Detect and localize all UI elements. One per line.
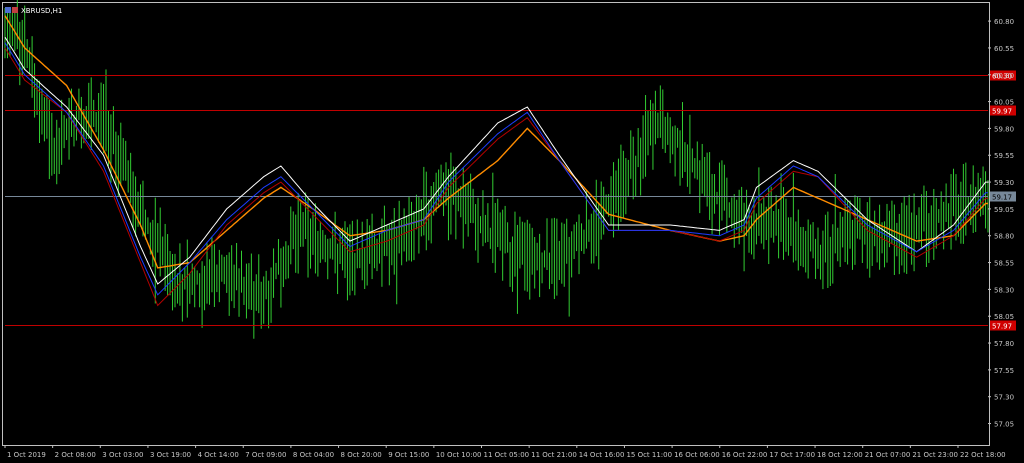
x-tick-label: 9 Oct 15:00 <box>388 451 429 459</box>
x-tick-label: 3 Oct 03:00 <box>102 451 143 459</box>
x-tick-label: 11 Oct 05:00 <box>484 451 530 459</box>
level-label: 60.30 <box>992 73 1012 81</box>
current-price-label: 59.17 <box>992 194 1012 202</box>
y-tick-label: 59.30 <box>994 179 1014 187</box>
y-tick-label: 60.80 <box>994 18 1014 26</box>
x-tick-label: 1 Oct 2019 <box>7 451 46 459</box>
level-lines: 60.30 59.97 57.97 59.17 <box>5 70 1016 331</box>
x-tick-label: 18 Oct 12:00 <box>817 451 863 459</box>
x-tick-label: 11 Oct 21:00 <box>531 451 577 459</box>
y-tick-label: 59.55 <box>994 152 1014 160</box>
orange-ma-line <box>4 15 988 269</box>
y-tick-label: 60.30 <box>994 72 1014 80</box>
y-tick-label: 60.55 <box>994 45 1014 53</box>
level-label: 59.97 <box>992 108 1012 116</box>
y-tick-label: 57.55 <box>994 367 1014 375</box>
level-label-bg <box>990 320 1016 331</box>
current-price-label-bg <box>990 191 1016 202</box>
x-tick-label: 10 Oct 10:00 <box>436 451 482 459</box>
x-tick-label: 7 Oct 09:00 <box>245 451 286 459</box>
chart-icon-2 <box>12 7 18 13</box>
level-label-bg <box>990 105 1016 116</box>
y-tick-label: 58.55 <box>994 260 1014 268</box>
chart-icon <box>5 7 11 13</box>
y-tick-label: 57.30 <box>994 394 1014 402</box>
y-tick-label: 59.05 <box>994 206 1014 214</box>
x-tick-label: 8 Oct 04:00 <box>293 451 334 459</box>
chart-title: XBRUSD,H1 <box>5 7 62 15</box>
y-tick-label: 59.80 <box>994 125 1014 133</box>
x-tick-label: 14 Oct 16:00 <box>579 451 625 459</box>
x-tick-label: 22 Oct 18:00 <box>960 451 1006 459</box>
x-tick-label: 8 Oct 20:00 <box>341 451 382 459</box>
window-title: XBRUSD,H1 <box>21 7 62 15</box>
x-tick-label: 3 Oct 19:00 <box>150 451 191 459</box>
level-label-bg <box>990 70 1016 81</box>
x-tick-label: 21 Oct 23:00 <box>912 451 958 459</box>
x-tick-label: 15 Oct 11:00 <box>626 451 672 459</box>
plot-frame <box>2 2 990 446</box>
y-tick-label: 58.80 <box>994 233 1014 241</box>
y-tick-label: 57.05 <box>994 421 1014 429</box>
x-tick-label: 16 Oct 06:00 <box>674 451 720 459</box>
x-tick-label: 16 Oct 22:00 <box>722 451 768 459</box>
x-tick-label: 4 Oct 14:00 <box>198 451 239 459</box>
blue-ma-line <box>4 42 988 296</box>
y-tick-label: 58.30 <box>994 286 1014 294</box>
x-tick-label: 2 Oct 08:00 <box>55 451 96 459</box>
moving-averages <box>4 15 988 307</box>
x-tick-label: 17 Oct 17:00 <box>769 451 815 459</box>
price-bars <box>4 0 989 339</box>
x-axis: 1 Oct 2019 2 Oct 08:00 3 Oct 03:00 3 Oct 19… <box>4 445 1006 459</box>
white-ma-line <box>4 36 988 285</box>
level-label: 57.97 <box>992 323 1012 331</box>
y-tick-label: 57.80 <box>994 340 1014 348</box>
x-tick-label: 21 Oct 07:00 <box>865 451 911 459</box>
y-tick-label: 58.05 <box>994 313 1014 321</box>
y-axis: 60.80 60.55 60.30 60.05 59.80 59.55 59.30 59.05… <box>988 18 1014 429</box>
y-tick-label: 60.05 <box>994 99 1014 107</box>
